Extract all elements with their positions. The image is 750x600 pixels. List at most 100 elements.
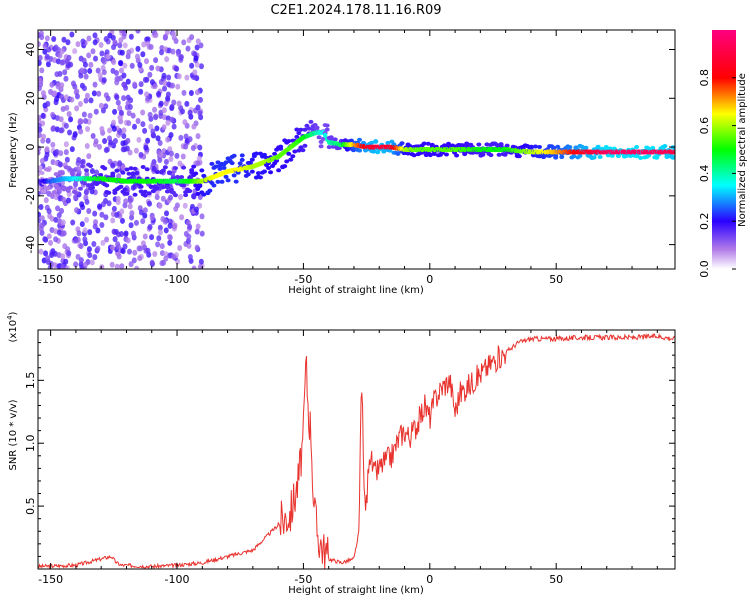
heatmap-speckle (92, 210, 98, 217)
colorbar-tick-label: 0.6 (698, 117, 711, 135)
heatmap-speckle (135, 30, 141, 34)
heatmap-speckle (64, 156, 70, 163)
heatmap-halo (628, 154, 634, 159)
y-tick-label: 1.5 (24, 372, 37, 390)
heatmap-speckle (99, 211, 105, 218)
heatmap-speckle (185, 45, 191, 52)
heatmap-speckle (63, 141, 69, 148)
heatmap-speckle (56, 212, 62, 219)
y-tick-label: 1.0 (24, 434, 37, 452)
heatmap-halo (193, 171, 199, 176)
heatmap-halo (132, 166, 138, 171)
heatmap-speckle (114, 211, 120, 218)
heatmap-speckle (142, 127, 148, 134)
heatmap-speckle (39, 67, 45, 74)
heatmap-halo (79, 164, 85, 169)
heatmap-speckle (107, 127, 113, 134)
heatmap-speckle (105, 95, 111, 102)
heatmap-speckle (85, 126, 91, 133)
heatmap-speckle (92, 223, 98, 230)
heatmap-speckle (107, 158, 113, 165)
heatmap-halo (86, 183, 92, 188)
heatmap-halo (361, 140, 367, 145)
heatmap-speckle (91, 240, 97, 247)
heatmap-halo (164, 185, 170, 190)
heatmap-speckle (138, 88, 144, 95)
heatmap-speckle (108, 139, 114, 146)
heatmap-speckle (170, 82, 176, 89)
heatmap-halo (166, 171, 172, 176)
heatmap-speckle (138, 81, 144, 88)
heatmap-speckle (152, 83, 158, 90)
heatmap-speckle (63, 149, 69, 156)
heatmap-speckle (177, 245, 183, 252)
heatmap-speckle (79, 67, 85, 74)
heatmap-halo (51, 190, 57, 195)
heatmap-speckle (60, 230, 66, 237)
heatmap-speckle (89, 168, 95, 175)
heatmap-halo (225, 178, 231, 183)
heatmap-speckle (192, 69, 198, 76)
heatmap-halo (221, 165, 227, 170)
heatmap-halo (187, 175, 193, 180)
heatmap-speckle (103, 214, 109, 221)
heatmap-speckle (86, 52, 92, 59)
heatmap-speckle (90, 133, 96, 140)
heatmap-speckle (114, 79, 120, 86)
heatmap-speckle (167, 194, 173, 201)
heatmap-halo (90, 185, 96, 190)
heatmap-speckle (135, 45, 141, 52)
heatmap-speckle (142, 207, 148, 214)
heatmap-speckle (38, 225, 44, 232)
heatmap-speckle (133, 147, 139, 154)
heatmap-speckle (82, 61, 88, 68)
heatmap-halo (162, 165, 168, 170)
heatmap-speckle (45, 137, 51, 144)
heatmap-speckle (104, 236, 110, 243)
heatmap-speckle (187, 254, 193, 261)
heatmap-speckle (131, 123, 137, 130)
heatmap-speckle (58, 116, 64, 123)
heatmap-halo (253, 151, 259, 156)
heatmap-speckle (171, 123, 177, 130)
heatmap-speckle (156, 235, 162, 242)
heatmap-halo (261, 152, 267, 157)
heatmap-speckle (122, 42, 128, 49)
heatmap-speckle (143, 144, 149, 151)
x-tick-label: 50 (549, 573, 563, 586)
heatmap-halo (124, 167, 130, 172)
heatmap-speckle (177, 194, 183, 201)
heatmap-halo (357, 148, 363, 153)
heatmap-speckle (112, 236, 118, 243)
heatmap-halo (288, 157, 294, 162)
heatmap-speckle (79, 201, 85, 208)
heatmap-halo (160, 185, 166, 190)
heatmap-halo (454, 153, 460, 158)
heatmap-speckle (111, 59, 117, 66)
heatmap-speckle (132, 249, 138, 256)
snr-x-ticks: -150 -100 -50 0 50 (38, 330, 658, 586)
heatmap-speckle (176, 100, 182, 107)
heatmap-halo (320, 136, 326, 141)
heatmap-speckle (148, 43, 154, 50)
heatmap-speckle (193, 55, 199, 62)
heatmap-halo (77, 186, 83, 191)
spectrogram-x-axis-label: Height of straight line (km) (288, 285, 424, 296)
heatmap-halo (559, 155, 565, 160)
heatmap-speckle (83, 97, 89, 104)
heatmap-halo (243, 169, 249, 174)
heatmap-speckle (123, 198, 129, 205)
heatmap-speckle (138, 209, 144, 216)
heatmap-halo (268, 170, 274, 175)
heatmap-speckle (128, 222, 134, 229)
heatmap-halo (371, 149, 377, 154)
heatmap-speckle (99, 222, 105, 229)
heatmap-speckle (199, 213, 205, 220)
heatmap-speckle (38, 248, 44, 255)
heatmap-speckle (134, 265, 140, 269)
heatmap-speckle (121, 133, 127, 140)
heatmap-speckle (187, 223, 193, 230)
heatmap-speckle (187, 109, 193, 116)
heatmap-speckle (167, 234, 173, 241)
heatmap-halo (41, 189, 47, 194)
